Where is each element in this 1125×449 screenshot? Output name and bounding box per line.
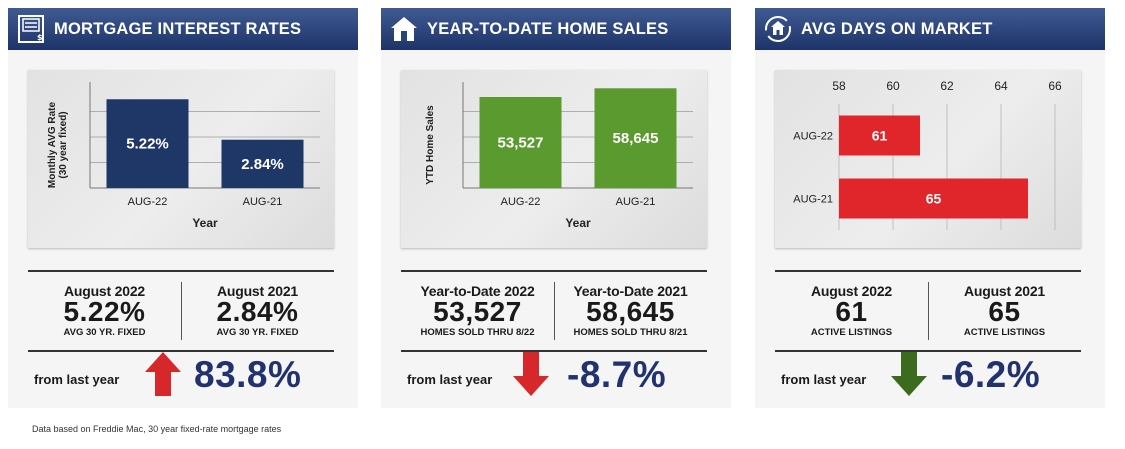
- from-last-year-label: from last year: [407, 372, 493, 387]
- stat-value: 61: [835, 296, 868, 327]
- panel-header: $ MORTGAGE INTEREST RATES: [8, 8, 358, 50]
- y-tick-label: AUG-22: [793, 131, 833, 143]
- divider: [181, 282, 182, 340]
- bar-data-label: 61: [872, 128, 888, 144]
- svg-text:$: $: [37, 33, 43, 42]
- bar: [106, 99, 189, 188]
- y-axis-title: Monthly AVG Rate(30 year fixed): [47, 102, 69, 189]
- rates-bar-chart: 5.22% AUG-22 2.84% AUG-21 Year Monthly AVG Ra…: [47, 82, 320, 230]
- change-percent: 83.8%: [194, 354, 302, 395]
- stat-sub: AVG 30 YR. FIXED: [63, 327, 146, 338]
- y-tick-label: AUG-21: [793, 194, 833, 206]
- bar-data-label: 58,645: [613, 130, 659, 147]
- home-sales-panel: YEAR-TO-DATE HOME SALES 53,527 AUG-22 58,6…: [381, 8, 731, 408]
- bar-data-label: 53,527: [498, 135, 544, 152]
- sales-chart: 53,527 AUG-22 58,645 AUG-21 Year YTD Home Sal…: [401, 70, 707, 248]
- bar: [479, 97, 562, 188]
- rates-chart: 5.22% AUG-22 2.84% AUG-21 Year Monthly AVG Ra…: [28, 70, 334, 248]
- x-axis-title: Year: [192, 216, 218, 230]
- x-tick-label: AUG-21: [243, 196, 283, 208]
- x-tick-label: 62: [940, 79, 954, 93]
- days-chart: 58 60 62 64 66 61 AUG-22 65 AUG-21: [775, 70, 1081, 248]
- from-last-year-label: from last year: [34, 372, 120, 387]
- stats-row: Year-to-Date 2022 53,527 HOMES SOLD THRU…: [401, 270, 707, 352]
- stat-sub: HOMES SOLD THRU 8/22: [420, 327, 535, 338]
- stat-label: Year-to-Date 2022: [420, 283, 535, 299]
- house-icon: [391, 17, 417, 41]
- footnote: Data based on Freddie Mac, 30 year fixed…: [32, 424, 282, 434]
- bar-data-label: 65: [926, 191, 942, 207]
- stat-value: 2.84%: [216, 296, 299, 327]
- stat-current: Year-to-Date 2022 53,527 HOMES SOLD THRU…: [401, 272, 554, 338]
- panel-title: MORTGAGE INTEREST RATES: [54, 20, 302, 38]
- arrow-down-icon: [513, 352, 549, 396]
- bar-data-label: 2.84%: [241, 156, 284, 173]
- document-icon: $: [18, 15, 44, 43]
- x-tick-label: 66: [1048, 79, 1062, 93]
- mortgage-rates-panel: $ MORTGAGE INTEREST RATES 5.22% AUG-22 2.8…: [8, 8, 358, 408]
- stat-label: August 2021: [963, 283, 1046, 299]
- x-tick-label: AUG-22: [501, 196, 541, 208]
- x-tick-label: AUG-22: [128, 196, 168, 208]
- arrow-down-icon: [891, 352, 927, 396]
- panel-header: YEAR-TO-DATE HOME SALES: [381, 8, 731, 50]
- bar: [594, 88, 677, 188]
- stat-current: August 2022 61 ACTIVE LISTINGS: [775, 272, 928, 338]
- stats-row: August 2022 61 ACTIVE LISTINGS August 20…: [775, 270, 1081, 352]
- x-tick-label: 64: [994, 79, 1008, 93]
- bar: [839, 178, 1028, 219]
- stat-sub: ACTIVE LISTINGS: [963, 327, 1046, 338]
- panel-title: YEAR-TO-DATE HOME SALES: [427, 20, 669, 38]
- arrow-up-icon: [145, 352, 181, 396]
- stat-value: 65: [988, 296, 1021, 327]
- change-percent: -8.7%: [567, 354, 667, 395]
- stat-label: August 2022: [810, 283, 893, 299]
- stat-label: August 2021: [216, 283, 299, 299]
- panel-header: AVG DAYS ON MARKET: [755, 8, 1105, 50]
- stat-label: Year-to-Date 2021: [573, 283, 688, 299]
- stat-sub: AVG 30 YR. FIXED: [216, 327, 299, 338]
- divider: [928, 282, 929, 340]
- panel-title: AVG DAYS ON MARKET: [801, 20, 993, 38]
- house-arrows-icon: [765, 16, 791, 42]
- stat-previous: August 2021 65 ACTIVE LISTINGS: [928, 272, 1081, 338]
- y-axis-title: YTD Home Sales: [425, 105, 436, 185]
- stat-sub: ACTIVE LISTINGS: [810, 327, 893, 338]
- bar: [839, 115, 920, 156]
- bar-data-label: 5.22%: [126, 136, 169, 153]
- from-last-year-label: from last year: [781, 372, 867, 387]
- stat-sub: HOMES SOLD THRU 8/21: [573, 327, 688, 338]
- y-axis-title-line: (30 year fixed): [58, 111, 69, 178]
- x-tick-label: 60: [886, 79, 900, 93]
- x-tick-label: AUG-21: [616, 196, 656, 208]
- stat-value: 5.22%: [63, 296, 146, 327]
- stat-value: 53,527: [433, 296, 522, 327]
- divider: [554, 282, 555, 340]
- sales-bar-chart: 53,527 AUG-22 58,645 AUG-21 Year YTD Home Sal…: [425, 82, 693, 230]
- x-axis-title: Year: [565, 216, 591, 230]
- x-tick-label: 58: [832, 79, 846, 93]
- stats-row: August 2022 5.22% AVG 30 YR. FIXED Augus…: [28, 270, 334, 352]
- change-percent: -6.2%: [941, 354, 1041, 395]
- stat-label: August 2022: [63, 283, 146, 299]
- days-bar-chart: 58 60 62 64 66 61 AUG-22 65 AUG-21: [793, 79, 1062, 230]
- y-axis-title-line: Monthly AVG Rate: [47, 102, 58, 189]
- stat-current: August 2022 5.22% AVG 30 YR. FIXED: [28, 272, 181, 338]
- stat-previous: August 2021 2.84% AVG 30 YR. FIXED: [181, 272, 334, 338]
- bar: [221, 139, 304, 188]
- stat-value: 58,645: [586, 296, 675, 327]
- stat-previous: Year-to-Date 2021 58,645 HOMES SOLD THRU…: [554, 272, 707, 338]
- days-on-market-panel: AVG DAYS ON MARKET 58 60 62 64 66 61 AUG-22 65 A…: [755, 8, 1105, 408]
